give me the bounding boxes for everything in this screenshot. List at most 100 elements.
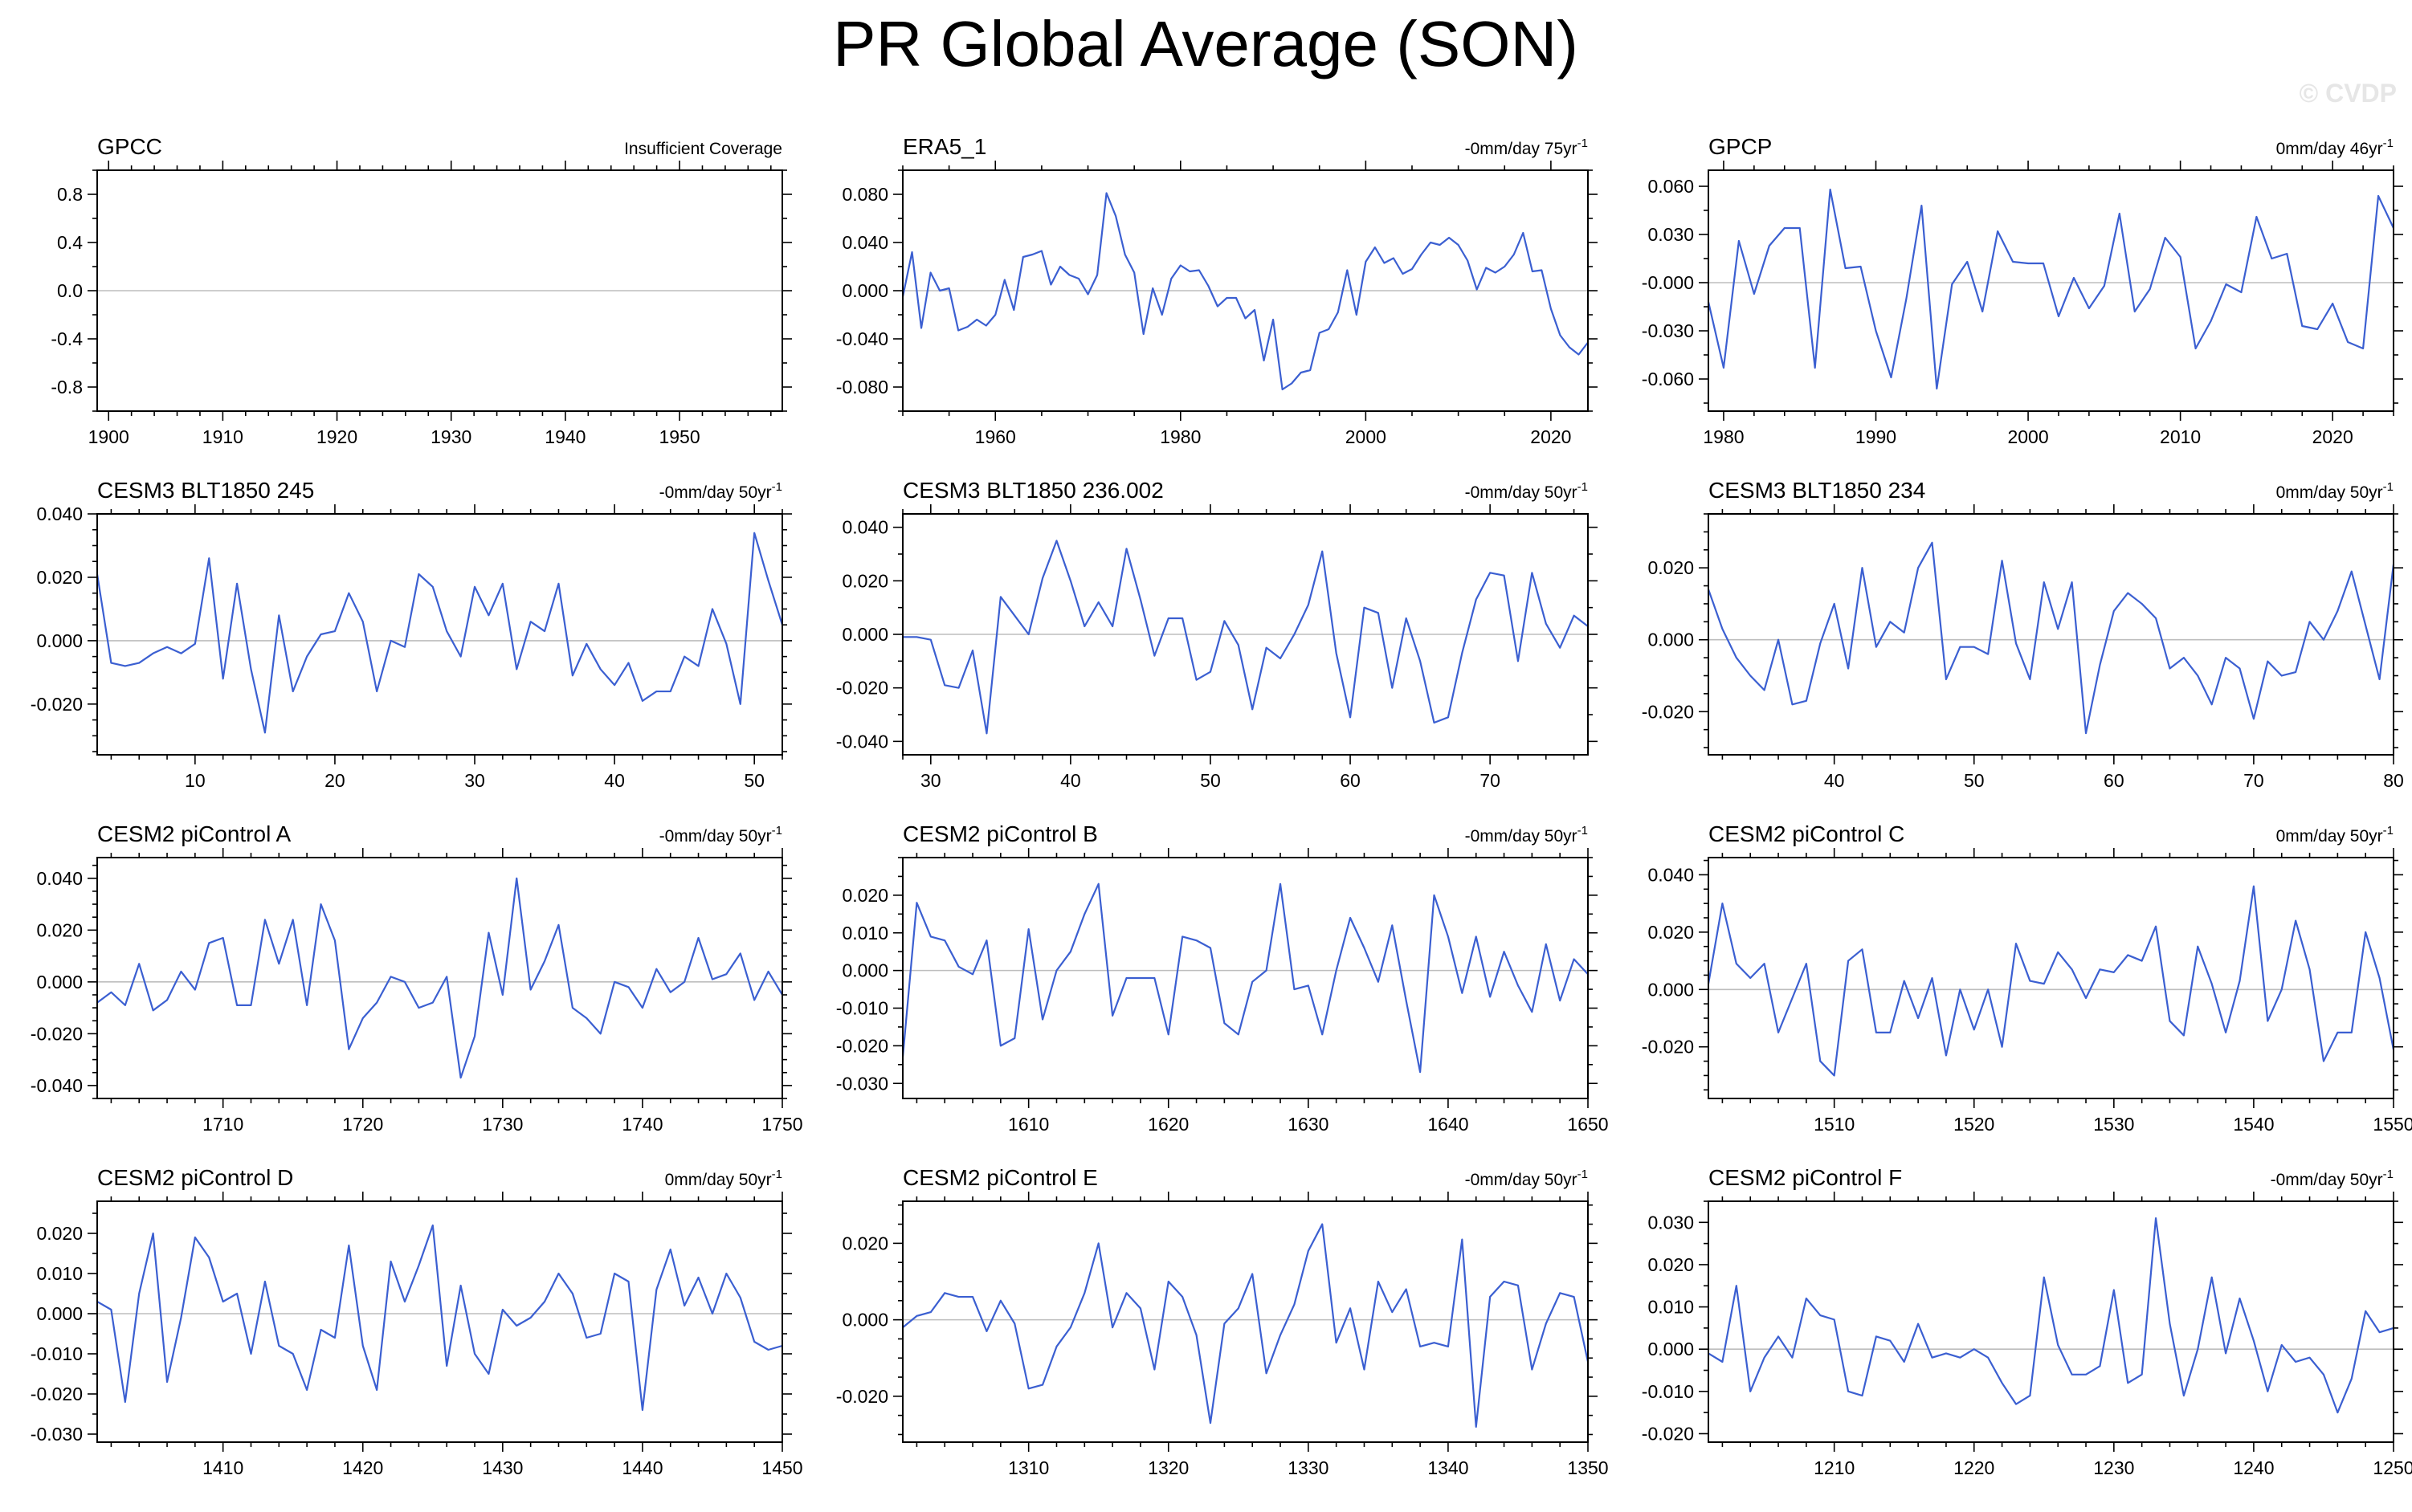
- chart-panel-12: 1210 1220 1230 1240 1250 -0.020 -0.010 0.000 0.0…: [1642, 1165, 2412, 1478]
- x-tick-label: 1250: [2373, 1457, 2412, 1478]
- panel-title: CESM2 piControl F: [1708, 1165, 1902, 1190]
- x-tick-label: 1960: [975, 426, 1016, 447]
- series-line: [1708, 1217, 2394, 1414]
- series-line: [1707, 188, 2394, 390]
- x-tick-label: 40: [1824, 770, 1845, 791]
- x-tick-label: 1340: [1427, 1457, 1468, 1478]
- x-tick-label: 1520: [1953, 1114, 1994, 1135]
- x-tick-label: 1220: [1953, 1457, 1994, 1478]
- panel-title: CESM2 piControl D: [97, 1165, 293, 1190]
- y-tick-label: -0.010: [31, 1343, 83, 1364]
- y-tick-label: 0.010: [1647, 1297, 1694, 1318]
- x-tick-label: 1330: [1288, 1457, 1328, 1478]
- panel-title: CESM2 piControl C: [1708, 821, 1904, 846]
- panel-title: CESM2 piControl A: [97, 821, 292, 846]
- y-tick-label: 0.030: [1647, 1212, 1694, 1233]
- y-tick-label: -0.020: [1642, 1423, 1694, 1444]
- y-tick-label: -0.000: [1642, 272, 1694, 293]
- x-tick-label: 1430: [482, 1457, 523, 1478]
- chart-panel-9: 1510 1520 1530 1540 1550 -0.020 0.000 0.020 0.04…: [1642, 821, 2412, 1135]
- trend-note-text: Insufficient Coverage: [624, 140, 782, 158]
- x-tick-label: 1230: [2093, 1457, 2134, 1478]
- plot-frame: [1708, 169, 2394, 412]
- trend-note: -0mm/day 50yr-1: [659, 824, 782, 846]
- x-tick-label: 2020: [2312, 426, 2353, 447]
- series-line: [901, 882, 1589, 1074]
- series-line: [96, 877, 783, 1079]
- y-tick-label: -0.8: [51, 377, 83, 397]
- y-tick-label: 0.000: [1647, 1339, 1694, 1359]
- x-tick-label: 1730: [482, 1114, 523, 1135]
- x-tick-label: 1750: [761, 1114, 802, 1135]
- trend-note-text: 0mm/day 50yr: [665, 1171, 772, 1189]
- cvdp-watermark: © CVDP: [2300, 79, 2397, 108]
- trend-note-exponent: -1: [1577, 480, 1588, 494]
- x-tick-label: 30: [464, 770, 485, 791]
- x-tick-label: 50: [744, 770, 765, 791]
- y-tick-label: 0.040: [36, 503, 83, 524]
- y-tick-label: -0.080: [836, 377, 888, 397]
- x-tick-label: 1650: [1567, 1114, 1608, 1135]
- x-tick-label: 1620: [1148, 1114, 1189, 1135]
- y-tick-label: 0.020: [1647, 1254, 1694, 1275]
- y-tick-label: -0.060: [1642, 369, 1694, 389]
- y-tick-label: 0.000: [36, 972, 83, 992]
- x-tick-label: 1310: [1008, 1457, 1049, 1478]
- trend-note-text: -0mm/day 50yr: [1465, 827, 1577, 846]
- y-tick-label: 0.040: [36, 868, 83, 889]
- panel-title: CESM3 BLT1850 234: [1708, 478, 1925, 503]
- trend-note-exponent: -1: [2383, 480, 2394, 494]
- y-tick-label: -0.020: [836, 1035, 888, 1056]
- trend-note-text: -0mm/day 75yr: [1465, 140, 1577, 158]
- x-tick-label: 1450: [761, 1457, 802, 1478]
- plot-frame: [96, 857, 783, 1099]
- trend-note-text: -0mm/day 50yr: [659, 483, 772, 502]
- x-tick-label: 60: [1340, 770, 1361, 791]
- x-tick-label: 1510: [1814, 1114, 1855, 1135]
- x-tick-label: 1980: [1703, 426, 1744, 447]
- x-tick-label: 1530: [2093, 1114, 2134, 1135]
- chart-panel-10: 1410 1420 1430 1440 1450 -0.030 -0.020 -0.010 0.…: [31, 1165, 803, 1478]
- trend-note: -0mm/day 50yr-1: [1465, 480, 1588, 502]
- trend-note: 0mm/day 46yr-1: [2276, 137, 2394, 158]
- y-tick-label: 0.040: [1647, 864, 1694, 885]
- x-tick-label: 80: [2383, 770, 2404, 791]
- x-tick-label: 20: [324, 770, 345, 791]
- y-tick-label: -0.030: [1642, 320, 1694, 341]
- y-tick-label: 0.000: [36, 630, 83, 651]
- plot-frame: [96, 1200, 783, 1443]
- y-tick-label: 0.030: [1647, 224, 1694, 245]
- plot-frame: [902, 1200, 1589, 1443]
- panel-title: ERA5_1: [903, 134, 986, 159]
- trend-note-exponent: -1: [2383, 824, 2394, 838]
- trend-note-exponent: -1: [2383, 1168, 2394, 1181]
- panel-title: CESM2 piControl E: [903, 1165, 1098, 1190]
- x-tick-label: 1320: [1148, 1457, 1189, 1478]
- panel-title: CESM2 piControl B: [903, 821, 1098, 846]
- x-tick-label: 1410: [202, 1457, 243, 1478]
- x-tick-label: 1630: [1288, 1114, 1328, 1135]
- trend-note-exponent: -1: [772, 1168, 782, 1181]
- y-tick-label: 0.020: [36, 1223, 83, 1244]
- x-tick-label: 1720: [342, 1114, 383, 1135]
- y-tick-label: 0.020: [842, 570, 888, 591]
- trend-note: 0mm/day 50yr-1: [2276, 480, 2394, 502]
- y-tick-label: -0.020: [31, 1023, 83, 1044]
- x-tick-label: 2000: [1345, 426, 1386, 447]
- trend-note: 0mm/day 50yr-1: [665, 1168, 782, 1189]
- x-tick-label: 70: [2243, 770, 2264, 791]
- y-tick-label: 0.020: [1647, 922, 1694, 943]
- series-line: [1707, 885, 2395, 1077]
- trend-note: -0mm/day 50yr-1: [2271, 1168, 2394, 1189]
- x-tick-label: 1980: [1160, 426, 1201, 447]
- x-tick-label: 1540: [2233, 1114, 2274, 1135]
- x-tick-label: 1950: [659, 426, 700, 447]
- panel-title: CESM3 BLT1850 236.002: [903, 478, 1164, 503]
- y-tick-label: -0.020: [1642, 701, 1694, 722]
- x-tick-label: 40: [604, 770, 625, 791]
- y-tick-label: 0.000: [842, 1310, 888, 1331]
- y-tick-label: 0.040: [842, 232, 888, 253]
- trend-note: 0mm/day 50yr-1: [2276, 824, 2394, 846]
- x-tick-label: 1900: [88, 426, 129, 447]
- trend-note: Insufficient Coverage: [624, 140, 782, 158]
